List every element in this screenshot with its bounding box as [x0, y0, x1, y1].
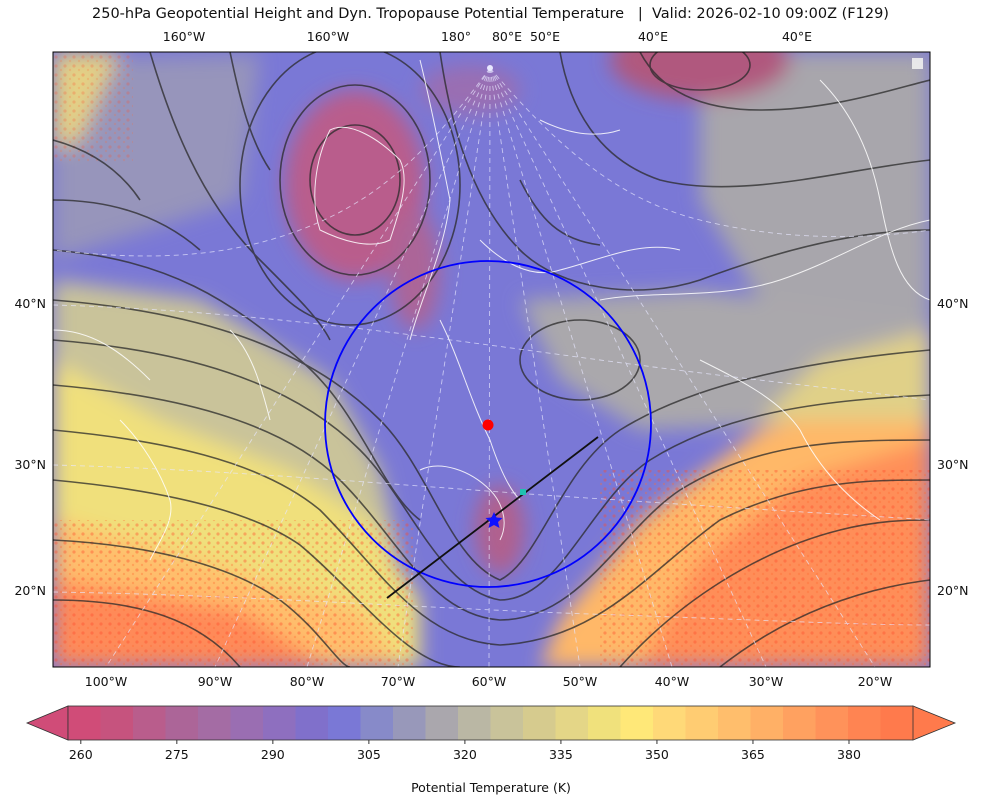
bottom-lon-label: 20°W — [858, 674, 893, 689]
bottom-lon-labels: 100°W 90°W 80°W 70°W 60°W 50°W 40°W 30°W… — [85, 674, 892, 689]
colorbar-segment — [425, 706, 459, 740]
colorbar-extend-high — [912, 705, 957, 741]
height-contours — [53, 52, 930, 667]
top-lon-labels: 160°W 160°W 180° 80°E 50°E 40°E 40°E — [163, 29, 812, 44]
left-lat-label: 30°N — [14, 457, 46, 472]
figure-title: 250-hPa Geopotential Height and Dyn. Tro… — [92, 6, 889, 22]
colorbar-ticks: 260 275 290 305 320 335 350 365 380 — [69, 740, 861, 762]
colorbar-segment — [165, 706, 199, 740]
bottom-lon-label: 30°W — [749, 674, 784, 689]
colorbar-segment — [100, 706, 134, 740]
bottom-lon-label: 60°W — [472, 674, 507, 689]
colorbar-segment — [393, 706, 427, 740]
top-lon-label: 180° — [441, 29, 471, 44]
colorbar-tick-label: 320 — [453, 747, 477, 762]
colorbar-frame — [67, 705, 914, 741]
colorbar-segment — [588, 706, 622, 740]
colorbar-tick-label: 380 — [837, 747, 861, 762]
bottom-lon-label: 70°W — [381, 674, 416, 689]
map-frame — [52, 51, 931, 668]
right-lat-label: 30°N — [937, 457, 969, 472]
colorbar-segment — [555, 706, 589, 740]
bottom-lon-label: 80°W — [290, 674, 325, 689]
bottom-lon-label: 90°W — [198, 674, 233, 689]
colorbar-tick-label: 305 — [357, 747, 381, 762]
colorbar-segment — [653, 706, 687, 740]
colorbar-segment — [360, 706, 394, 740]
top-lon-label: 40°E — [782, 29, 812, 44]
analysis-circle — [324, 260, 652, 588]
colorbar-extend-low — [25, 705, 69, 741]
colorbar-segment — [685, 706, 719, 740]
colorbar-tick-label: 365 — [741, 747, 765, 762]
star-marker — [485, 512, 503, 528]
colorbar-segment — [458, 706, 492, 740]
top-lon-label: 160°W — [307, 29, 349, 44]
colorbar-segment — [880, 706, 914, 740]
corner-marker — [912, 58, 923, 69]
bottom-lon-label: 100°W — [85, 674, 127, 689]
colorbar-tick-label: 275 — [165, 747, 189, 762]
left-lat-labels: 40°N 30°N 20°N — [14, 296, 46, 598]
bottom-lon-label: 50°W — [563, 674, 598, 689]
top-lon-label: 160°W — [163, 29, 205, 44]
colorbar-segment — [68, 706, 102, 740]
colorbar-segments — [68, 706, 914, 740]
bottom-lon-label: 40°W — [655, 674, 690, 689]
colorbar-segment — [198, 706, 232, 740]
left-lat-label: 20°N — [14, 583, 46, 598]
coastlines — [53, 59, 930, 561]
right-lat-label: 40°N — [937, 296, 969, 311]
map-panel — [53, 52, 930, 667]
right-lat-labels: 40°N 30°N 20°N — [937, 296, 969, 598]
colorbar-tick-label: 350 — [645, 747, 669, 762]
colorbar-segment — [490, 706, 524, 740]
left-lat-label: 40°N — [14, 296, 46, 311]
colorbar-segment — [620, 706, 654, 740]
colorbar-tick-label: 290 — [261, 747, 285, 762]
colorbar-segment — [783, 706, 817, 740]
colorbar-tick-label: 335 — [549, 747, 573, 762]
colorbar-segment — [328, 706, 362, 740]
colorbar-segment — [230, 706, 264, 740]
center-marker — [482, 419, 494, 431]
colorbar-title: Potential Temperature (K) — [411, 780, 571, 795]
colorbar-segment — [295, 706, 329, 740]
right-lat-label: 20°N — [937, 583, 969, 598]
pole-marker — [487, 65, 493, 71]
colorbar-segment — [815, 706, 849, 740]
colorbar-segment — [750, 706, 784, 740]
colorbar-tick-label: 260 — [69, 747, 93, 762]
colorbar: 260 275 290 305 320 335 350 365 380 Potential Te… — [25, 705, 957, 795]
colorbar-segment — [718, 706, 752, 740]
colorbar-segment — [848, 706, 882, 740]
teal-marker — [520, 489, 526, 495]
colorbar-segment — [263, 706, 297, 740]
colorbar-segment — [523, 706, 557, 740]
top-lon-label: 80°E — [492, 29, 522, 44]
colorbar-segment — [133, 706, 167, 740]
top-lon-label: 50°E — [530, 29, 560, 44]
top-lon-label: 40°E — [638, 29, 668, 44]
annotations — [324, 58, 923, 599]
